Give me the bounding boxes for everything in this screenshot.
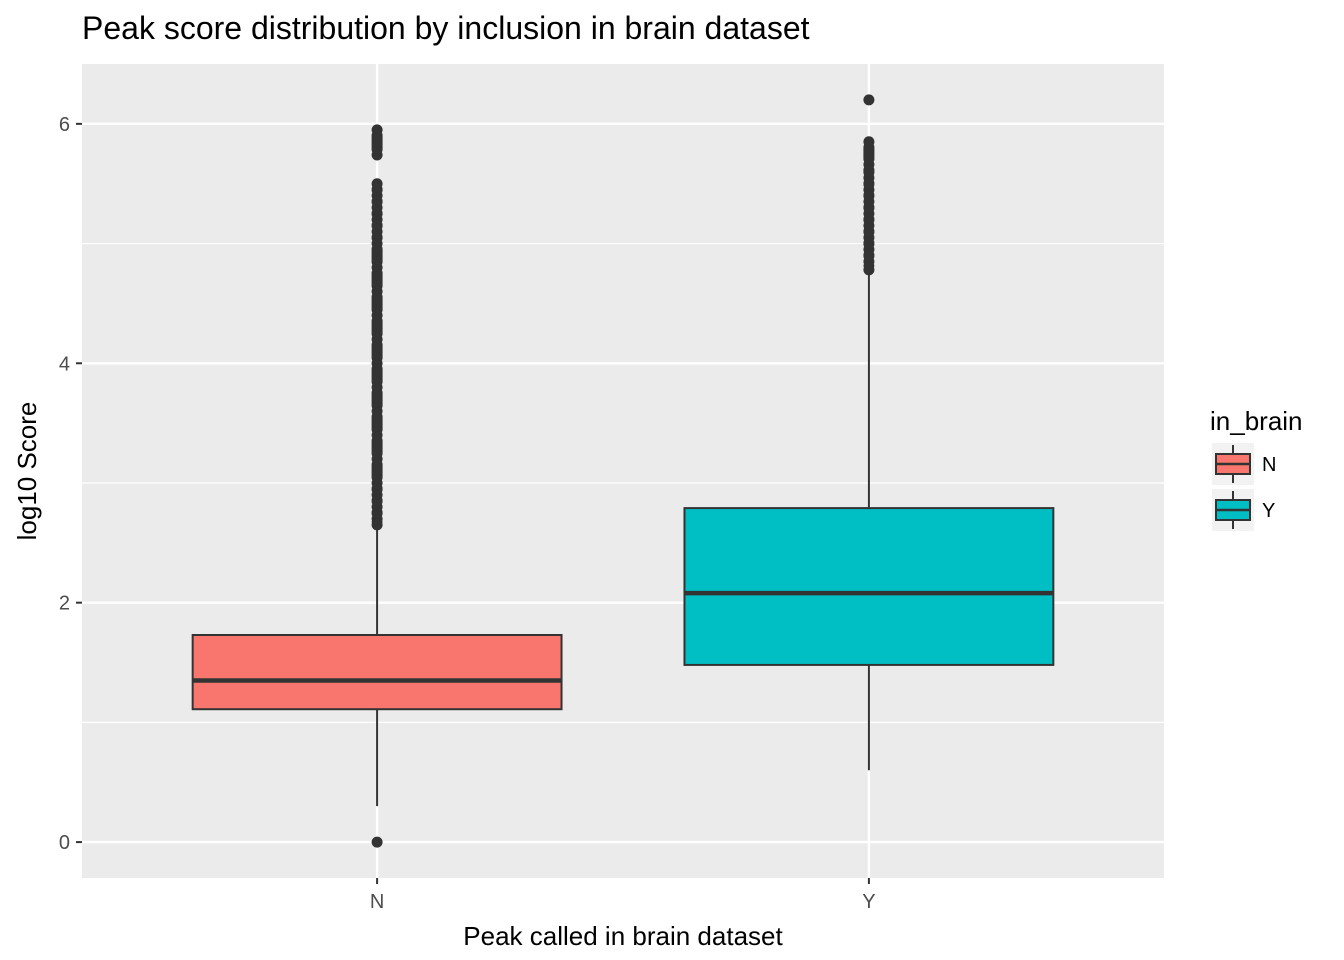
outlier-band xyxy=(371,506,383,519)
outlier-band xyxy=(863,141,875,165)
legend-title: in_brain xyxy=(1210,406,1303,436)
outlier-band xyxy=(371,243,383,268)
box-N xyxy=(191,124,563,848)
outlier-band xyxy=(371,435,383,460)
chart-title: Peak score distribution by inclusion in … xyxy=(82,10,810,46)
legend-key-Y: Y xyxy=(1212,489,1275,531)
outlier-point xyxy=(371,836,383,848)
boxplot-layer xyxy=(191,94,1055,848)
legend-label: Y xyxy=(1262,500,1275,522)
outlier-band xyxy=(371,207,383,220)
x-tick-label: N xyxy=(370,891,384,913)
outlier-band xyxy=(371,482,383,495)
box-iqr xyxy=(191,633,563,711)
y-tick-label: 4 xyxy=(59,353,70,375)
outlier-band xyxy=(863,189,875,202)
outlier-band xyxy=(863,237,875,250)
outlier-band xyxy=(371,363,383,388)
outlier-band xyxy=(863,249,875,262)
outlier-band xyxy=(371,387,383,412)
outlier-band xyxy=(371,195,383,208)
outlier-band xyxy=(863,164,875,178)
outlier-band xyxy=(371,459,383,483)
legend: in_brain N Y xyxy=(1210,406,1303,531)
outlier-band xyxy=(863,261,875,270)
outlier-band xyxy=(371,267,383,292)
plot-panel xyxy=(82,64,1164,878)
box-Y xyxy=(683,94,1055,771)
box-iqr xyxy=(683,507,1055,666)
x-tick-label: Y xyxy=(862,891,875,913)
y-tick-label: 0 xyxy=(59,832,70,854)
outlier-band xyxy=(863,225,875,238)
outlier-band xyxy=(371,339,383,364)
y-axis-title: log10 Score xyxy=(12,402,42,541)
legend-key-N: N xyxy=(1212,443,1276,485)
outlier-band xyxy=(371,231,383,244)
outlier-point xyxy=(863,94,875,106)
outlier-band xyxy=(863,201,875,214)
outlier-band xyxy=(371,411,383,436)
outlier-band xyxy=(371,219,383,232)
x-axis-title: Peak called in brain dataset xyxy=(463,921,783,951)
outlier-band xyxy=(863,213,875,226)
outlier-band xyxy=(371,291,383,316)
y-tick-label: 6 xyxy=(59,114,70,136)
outlier-band xyxy=(863,177,875,190)
legend-label: N xyxy=(1262,454,1276,476)
y-tick-label: 2 xyxy=(59,593,70,615)
y-axis: 0 2 4 6 xyxy=(59,114,82,854)
outlier-band xyxy=(371,518,383,525)
outlier-band xyxy=(371,494,383,507)
outlier-band xyxy=(371,129,383,155)
outlier-band xyxy=(371,183,383,196)
outlier-band xyxy=(371,315,383,340)
